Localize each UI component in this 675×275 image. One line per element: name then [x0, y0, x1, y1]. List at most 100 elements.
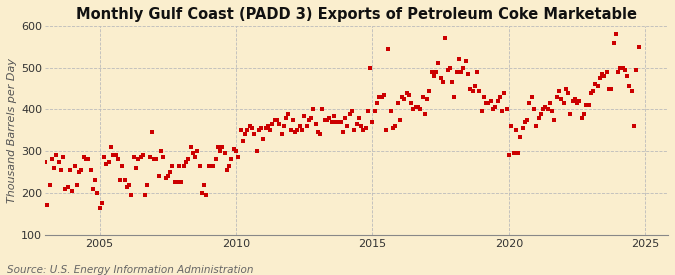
- Point: [512, 151, 523, 155]
- Point: [390, 124, 401, 128]
- Point: [53, 160, 64, 164]
- Point: [354, 116, 364, 120]
- Point: [364, 65, 375, 70]
- Point: [119, 178, 130, 183]
- Point: [437, 80, 448, 84]
- Point: [126, 193, 137, 197]
- Point: [383, 47, 394, 51]
- Point: [456, 70, 466, 74]
- Point: [444, 65, 455, 70]
- Point: [47, 157, 57, 162]
- Point: [435, 76, 446, 80]
- Point: [294, 124, 305, 128]
- Point: [347, 109, 358, 114]
- Point: [502, 107, 512, 112]
- Point: [260, 126, 271, 130]
- Point: [276, 132, 287, 137]
- Point: [504, 153, 514, 158]
- Point: [99, 155, 109, 160]
- Point: [369, 109, 380, 114]
- Point: [597, 72, 608, 76]
- Point: [329, 114, 340, 118]
- Point: [469, 84, 480, 89]
- Point: [410, 105, 421, 109]
- Point: [163, 174, 173, 178]
- Point: [426, 70, 437, 74]
- Point: [324, 116, 335, 120]
- Point: [335, 120, 346, 124]
- Point: [201, 193, 212, 197]
- Point: [231, 149, 242, 153]
- Point: [462, 72, 473, 76]
- Point: [176, 180, 187, 185]
- Point: [124, 182, 134, 187]
- Point: [590, 82, 601, 87]
- Point: [144, 155, 155, 160]
- Point: [92, 191, 103, 195]
- Point: [153, 174, 164, 178]
- Point: [213, 145, 223, 149]
- Point: [313, 130, 323, 134]
- Point: [592, 84, 603, 89]
- Point: [574, 99, 585, 103]
- Point: [233, 155, 244, 160]
- Point: [321, 118, 332, 122]
- Point: [554, 88, 564, 93]
- Point: [74, 170, 84, 174]
- Point: [558, 101, 569, 105]
- Point: [424, 88, 435, 93]
- Point: [278, 124, 289, 128]
- Point: [283, 111, 294, 116]
- Point: [85, 168, 96, 172]
- Point: [549, 118, 560, 122]
- Point: [308, 107, 319, 112]
- Point: [226, 157, 237, 162]
- Point: [622, 74, 632, 78]
- Point: [567, 99, 578, 103]
- Point: [379, 93, 389, 97]
- Point: [40, 160, 51, 164]
- Point: [244, 124, 255, 128]
- Point: [417, 95, 428, 99]
- Point: [203, 164, 214, 168]
- Point: [299, 114, 310, 118]
- Point: [317, 107, 328, 112]
- Point: [540, 105, 551, 109]
- Point: [333, 120, 344, 124]
- Point: [133, 157, 144, 162]
- Point: [258, 136, 269, 141]
- Point: [215, 149, 225, 153]
- Point: [62, 185, 73, 189]
- Point: [151, 157, 162, 162]
- Point: [101, 161, 112, 166]
- Point: [60, 186, 71, 191]
- Point: [447, 80, 458, 84]
- Point: [90, 178, 101, 183]
- Point: [319, 118, 330, 122]
- Point: [130, 166, 141, 170]
- Point: [495, 95, 506, 99]
- Point: [290, 130, 300, 134]
- Point: [228, 147, 239, 151]
- Point: [465, 86, 476, 91]
- Point: [588, 88, 599, 93]
- Point: [533, 116, 544, 120]
- Point: [610, 32, 621, 37]
- Point: [433, 61, 444, 66]
- Point: [349, 128, 360, 133]
- Point: [292, 128, 303, 133]
- Point: [338, 130, 348, 134]
- Point: [542, 107, 553, 112]
- Point: [454, 57, 464, 62]
- Point: [526, 95, 537, 99]
- Point: [485, 99, 496, 103]
- Point: [240, 132, 250, 137]
- Point: [613, 70, 624, 74]
- Point: [246, 126, 257, 130]
- Point: [304, 118, 315, 122]
- Point: [315, 132, 325, 137]
- Point: [331, 120, 342, 124]
- Point: [576, 116, 587, 120]
- Point: [372, 101, 383, 105]
- Point: [431, 70, 441, 74]
